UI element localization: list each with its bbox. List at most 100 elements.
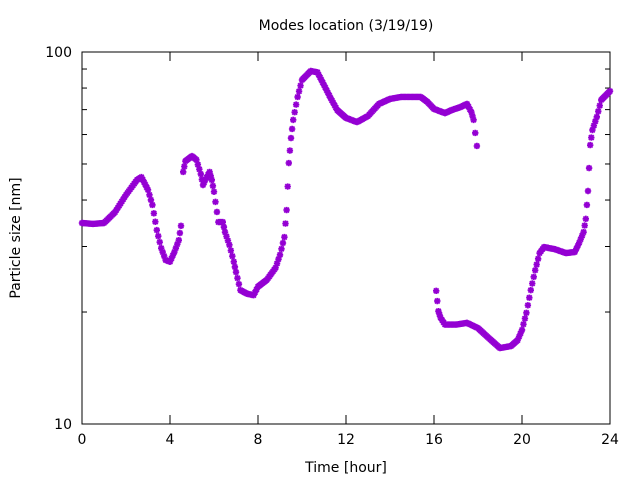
data-point: [573, 245, 580, 253]
data-point: [197, 170, 204, 178]
data-point: [150, 210, 158, 217]
y-tick-labels: 10 100: [45, 45, 72, 433]
data-point: [323, 87, 330, 94]
data-point: [279, 239, 287, 247]
data-point: [180, 168, 187, 176]
data-point: [166, 258, 174, 265]
data-point: [322, 84, 329, 91]
data-point: [250, 291, 257, 299]
data-point: [582, 215, 589, 223]
data-point: [533, 261, 540, 268]
data-point: [155, 232, 162, 240]
data-point: [226, 241, 233, 249]
data-point: [520, 321, 527, 328]
data-point: [581, 222, 588, 229]
data-point: [286, 147, 294, 154]
data-point: [146, 191, 153, 199]
chart-title: Modes location (3/19/19): [259, 18, 434, 34]
x-tick-labels: 0 4 8 12 16 20 24: [78, 432, 619, 448]
data-point: [147, 196, 155, 204]
x-tick-label: 12: [337, 432, 355, 448]
data-point: [577, 236, 584, 243]
data-point: [273, 260, 281, 267]
data-point: [276, 251, 284, 258]
data-point: [526, 294, 533, 301]
data-point: [606, 87, 614, 95]
y-axis-label: Particle size [nm]: [8, 177, 24, 298]
data-point: [466, 106, 474, 113]
data-point: [434, 297, 441, 305]
data-point: [287, 134, 295, 142]
data-point: [149, 201, 156, 209]
data-point: [534, 255, 542, 263]
data-point: [326, 92, 333, 99]
x-tick-label: 16: [425, 432, 443, 448]
data-point: [297, 82, 304, 89]
data-point: [176, 229, 184, 237]
data-point: [196, 166, 203, 173]
data-point: [227, 247, 235, 254]
data-point: [596, 102, 603, 109]
data-point: [590, 122, 598, 129]
data-point: [193, 156, 200, 164]
data-point: [200, 179, 208, 186]
data-point: [465, 103, 472, 110]
data-point: [275, 255, 282, 263]
x-tick-label: 0: [78, 432, 87, 448]
data-point: [473, 142, 481, 150]
data-point: [229, 252, 236, 260]
data-point: [529, 280, 536, 287]
data-point: [213, 208, 221, 216]
x-tick-label: 4: [166, 432, 175, 448]
data-point: [320, 81, 328, 89]
data-point: [524, 302, 532, 309]
data-point: [219, 218, 226, 226]
x-tick-label: 8: [254, 432, 263, 448]
data-point: [514, 336, 521, 344]
data-point: [171, 248, 178, 256]
data-point: [523, 309, 530, 317]
x-axis-label: Time [hour]: [304, 460, 387, 476]
data-point: [585, 164, 593, 172]
data-point: [207, 172, 214, 180]
data-point: [469, 112, 476, 120]
data-point: [159, 248, 166, 256]
data-point: [472, 129, 479, 137]
data-point: [290, 116, 297, 124]
data-points: [78, 67, 614, 352]
data-point: [588, 134, 595, 141]
data-point: [517, 330, 524, 337]
y-tick-label: 10: [54, 417, 72, 433]
data-point: [210, 188, 218, 195]
data-point: [515, 333, 523, 340]
data-point: [587, 141, 594, 149]
data-point: [272, 264, 279, 271]
data-point: [292, 101, 300, 108]
data-point: [231, 263, 239, 271]
data-point: [206, 168, 213, 176]
data-point: [153, 226, 160, 234]
data-point: [158, 244, 165, 252]
data-point: [532, 267, 539, 274]
data-point: [295, 88, 303, 95]
y-tick-label: 100: [45, 45, 72, 61]
data-point: [576, 239, 583, 246]
data-point: [160, 252, 168, 260]
data-point: [181, 163, 188, 170]
data-point: [209, 182, 217, 190]
data-point: [435, 308, 442, 315]
data-point: [436, 311, 443, 318]
data-point: [283, 206, 290, 214]
data-point: [578, 232, 586, 239]
x-tick-label: 20: [513, 432, 531, 448]
data-point: [530, 273, 537, 281]
data-point: [144, 186, 152, 194]
data-point: [592, 118, 599, 125]
data-point: [574, 242, 581, 250]
data-point: [463, 100, 471, 108]
data-point: [220, 223, 228, 231]
data-point: [584, 187, 592, 195]
data-point: [281, 233, 288, 241]
data-point: [174, 240, 181, 248]
data-point: [278, 245, 285, 253]
